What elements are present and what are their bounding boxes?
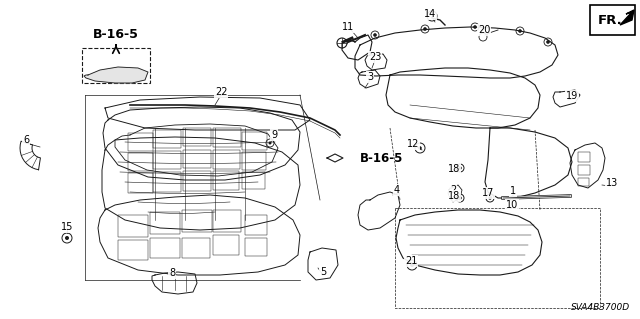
Bar bbox=[182, 238, 210, 258]
Bar bbox=[153, 151, 181, 169]
Text: 14: 14 bbox=[424, 9, 436, 19]
Bar bbox=[578, 178, 589, 186]
Bar bbox=[128, 133, 153, 151]
Circle shape bbox=[458, 167, 461, 169]
Bar bbox=[118, 240, 148, 260]
Bar bbox=[128, 153, 153, 171]
Text: 5: 5 bbox=[320, 267, 326, 277]
Circle shape bbox=[424, 27, 426, 31]
Bar bbox=[150, 238, 180, 258]
Bar bbox=[153, 172, 181, 192]
Text: 2: 2 bbox=[450, 185, 456, 195]
Circle shape bbox=[547, 41, 550, 43]
Circle shape bbox=[65, 236, 69, 240]
Text: 21: 21 bbox=[405, 256, 417, 266]
Bar bbox=[242, 132, 267, 150]
Circle shape bbox=[488, 197, 492, 199]
Bar bbox=[213, 150, 240, 169]
Text: 23: 23 bbox=[369, 52, 381, 62]
Bar bbox=[245, 215, 267, 235]
Text: FR.: FR. bbox=[598, 13, 623, 26]
Polygon shape bbox=[84, 67, 148, 83]
Text: 8: 8 bbox=[169, 268, 175, 278]
Bar bbox=[242, 152, 266, 170]
Text: 10: 10 bbox=[506, 200, 518, 210]
Text: 12: 12 bbox=[407, 139, 419, 149]
Polygon shape bbox=[620, 10, 634, 25]
Bar bbox=[213, 210, 241, 232]
Bar bbox=[182, 210, 212, 232]
Text: 22: 22 bbox=[215, 87, 227, 97]
Bar bbox=[213, 235, 239, 255]
Bar bbox=[183, 150, 211, 168]
Bar bbox=[242, 172, 265, 189]
Text: 19: 19 bbox=[566, 91, 578, 101]
Text: B-16-5: B-16-5 bbox=[93, 27, 139, 41]
Text: 6: 6 bbox=[23, 135, 29, 145]
Bar bbox=[82, 48, 150, 83]
Circle shape bbox=[518, 29, 522, 33]
Bar bbox=[153, 130, 181, 148]
Text: 3: 3 bbox=[367, 72, 373, 82]
Text: 18: 18 bbox=[448, 191, 460, 201]
Text: 20: 20 bbox=[478, 25, 490, 35]
Bar bbox=[590, 5, 635, 35]
Bar bbox=[245, 238, 267, 256]
Text: 13: 13 bbox=[606, 178, 618, 188]
Text: 18: 18 bbox=[448, 164, 460, 174]
Circle shape bbox=[419, 146, 422, 150]
Text: 17: 17 bbox=[482, 188, 494, 198]
Bar bbox=[118, 215, 148, 237]
Bar bbox=[395, 208, 600, 308]
Circle shape bbox=[458, 197, 461, 199]
Circle shape bbox=[410, 263, 414, 267]
Bar bbox=[183, 171, 211, 191]
Text: B-16-5: B-16-5 bbox=[360, 152, 403, 165]
Bar bbox=[578, 152, 590, 162]
Circle shape bbox=[474, 26, 477, 28]
Bar bbox=[150, 212, 180, 234]
Bar bbox=[578, 165, 590, 175]
Text: 4: 4 bbox=[394, 185, 400, 195]
Circle shape bbox=[269, 142, 271, 145]
Text: 1: 1 bbox=[510, 186, 516, 196]
Text: SVA4B3700D: SVA4B3700D bbox=[571, 303, 630, 312]
Text: 15: 15 bbox=[61, 222, 73, 232]
Text: 11: 11 bbox=[342, 22, 354, 32]
Text: 9: 9 bbox=[271, 130, 277, 140]
Circle shape bbox=[374, 33, 376, 36]
Bar bbox=[213, 128, 241, 147]
Bar bbox=[213, 171, 239, 190]
Bar bbox=[128, 173, 153, 193]
Bar bbox=[183, 128, 211, 146]
